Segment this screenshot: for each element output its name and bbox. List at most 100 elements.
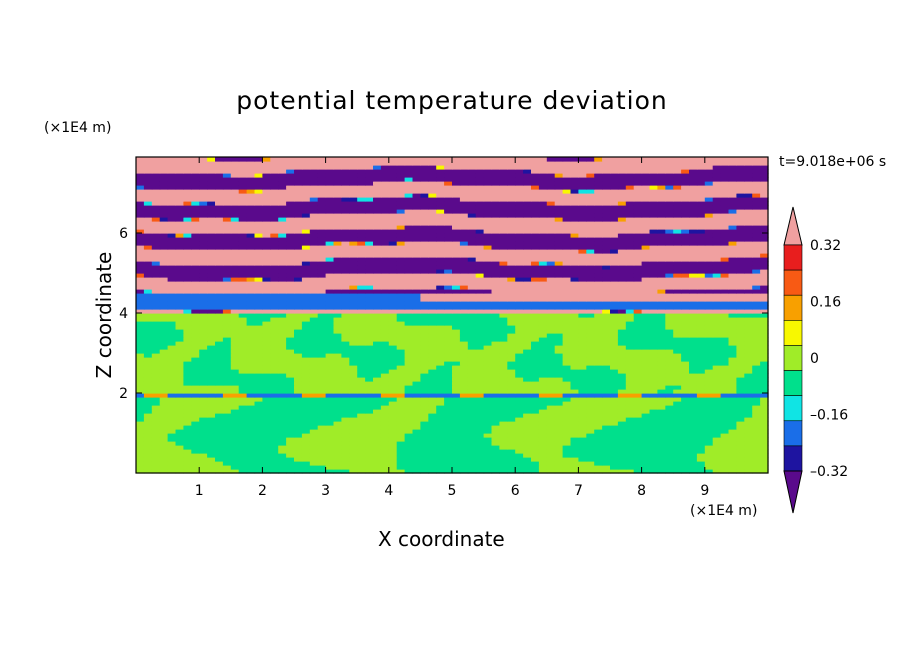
contour-cell — [578, 277, 587, 282]
contour-cell — [396, 233, 406, 238]
contour-cell — [357, 365, 366, 370]
contour-cell — [215, 309, 224, 314]
contour-cell — [617, 421, 627, 426]
contour-cell — [657, 409, 666, 414]
contour-cell — [420, 457, 429, 462]
contour-cell — [499, 261, 508, 266]
contour-cell — [286, 425, 295, 430]
contour-cell — [388, 417, 398, 422]
contour-cell — [562, 405, 572, 410]
contour-cell — [728, 373, 737, 378]
contour-cell — [294, 377, 303, 382]
contour-cell — [349, 389, 358, 394]
contour-cell — [175, 337, 184, 342]
contour-cell — [262, 221, 271, 226]
contour-cell — [491, 457, 500, 462]
contour-cell — [633, 269, 643, 274]
contour-cell — [191, 377, 200, 382]
contour-cell — [452, 273, 461, 278]
contour-cell — [159, 397, 169, 402]
contour-cell — [365, 285, 374, 290]
contour-cell — [167, 269, 177, 274]
contour-cell — [404, 385, 414, 390]
contour-cell — [657, 337, 666, 342]
contour-cell — [151, 437, 161, 442]
contour-cell — [199, 409, 208, 414]
contour-cell — [681, 441, 690, 446]
contour-cell — [436, 253, 445, 258]
contour-cell — [696, 457, 706, 462]
contour-cell — [333, 433, 342, 438]
contour-cell — [633, 309, 643, 314]
contour-cell — [507, 317, 516, 322]
contour-cell — [744, 441, 753, 446]
contour-cell — [649, 357, 658, 362]
contour-cell — [673, 225, 682, 230]
contour-cell — [309, 417, 319, 422]
contour-cell — [357, 233, 366, 238]
contour-cell — [254, 413, 263, 418]
contour-cell — [594, 253, 603, 258]
contour-cell — [483, 269, 493, 274]
contour-cell — [523, 329, 532, 334]
contour-cell — [191, 225, 200, 230]
contour-cell — [317, 469, 327, 474]
contour-cell — [143, 345, 153, 350]
contour-cell — [491, 281, 500, 286]
contour-cell — [712, 249, 722, 254]
contour-cell — [467, 357, 477, 362]
contour-cell — [183, 465, 192, 470]
contour-cell — [396, 361, 406, 366]
contour-cell — [341, 317, 350, 322]
contour-cell — [475, 429, 485, 434]
contour-cell — [712, 281, 722, 286]
contour-cell — [436, 409, 445, 414]
contour-cell — [444, 333, 453, 338]
contour-cell — [396, 405, 406, 410]
contour-cell — [143, 357, 153, 362]
contour-cell — [459, 225, 469, 230]
contour-cell — [720, 333, 730, 338]
contour-cell — [681, 421, 690, 426]
contour-cell — [207, 265, 216, 270]
contour-cell — [444, 469, 453, 474]
contour-cell — [602, 237, 611, 242]
contour-cell — [215, 385, 224, 390]
contour-cell — [238, 281, 248, 286]
contour-cell — [396, 429, 406, 434]
contour-cell — [349, 249, 358, 254]
contour-cell — [475, 349, 485, 354]
contour-cell — [404, 289, 414, 294]
contour-cell — [602, 313, 611, 318]
contour-cell — [594, 469, 603, 474]
contour-cell — [238, 469, 248, 474]
contour-cell — [215, 389, 224, 394]
contour-cell — [373, 285, 382, 290]
contour-cell — [594, 393, 603, 398]
contour-cell — [523, 389, 532, 394]
contour-cell — [578, 469, 587, 474]
contour-cell — [704, 301, 714, 306]
contour-cell — [301, 337, 311, 342]
contour-cell — [151, 365, 161, 370]
contour-cell — [752, 361, 761, 366]
contour-cell — [673, 413, 682, 418]
contour-cell — [357, 317, 366, 322]
contour-cell — [704, 329, 714, 334]
contour-cell — [262, 237, 271, 242]
contour-cell — [333, 369, 342, 374]
contour-cell — [523, 233, 532, 238]
contour-cell — [388, 261, 398, 266]
contour-cell — [594, 241, 603, 246]
contour-cell — [333, 269, 342, 274]
contour-cell — [136, 401, 145, 406]
contour-cell — [222, 329, 232, 334]
contour-cell — [531, 469, 540, 474]
contour-cell — [420, 357, 429, 362]
contour-cell — [507, 321, 516, 326]
contour-cell — [357, 417, 366, 422]
contour-cell — [578, 269, 587, 274]
contour-cell — [728, 277, 737, 282]
contour-cell — [744, 405, 753, 410]
contour-cell — [586, 325, 595, 330]
